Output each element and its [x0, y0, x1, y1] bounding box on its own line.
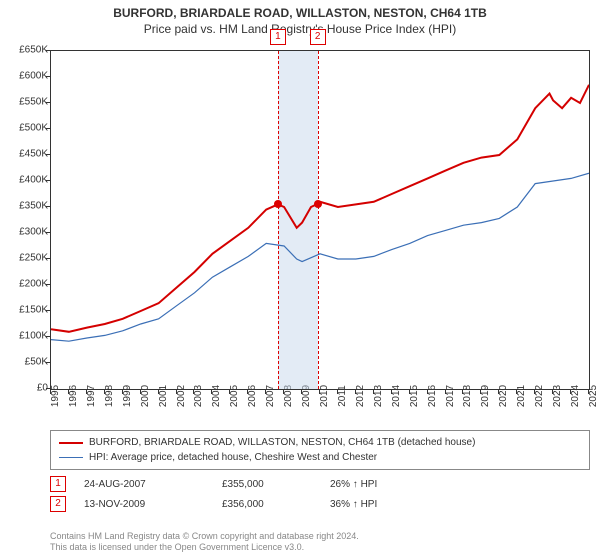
y-tick-label: £450K [0, 149, 48, 160]
sale-delta: 26% ↑ HPI [330, 479, 420, 490]
footer-line2: This data is licensed under the Open Gov… [50, 542, 590, 554]
y-tick-label: £50K [0, 357, 48, 368]
sale-marker-icon: 1 [50, 476, 66, 492]
legend-swatch-hpi [59, 457, 83, 458]
table-row: 2 13-NOV-2009 £356,000 36% ↑ HPI [50, 494, 590, 514]
y-tick-label: £600K [0, 71, 48, 82]
y-tick-label: £200K [0, 279, 48, 290]
sale-dot [314, 200, 322, 208]
y-tick-label: £150K [0, 305, 48, 316]
title-block: BURFORD, BRIARDALE ROAD, WILLASTON, NEST… [0, 0, 600, 36]
table-row: 1 24-AUG-2007 £355,000 26% ↑ HPI [50, 474, 590, 494]
sale-marker-icon: 2 [50, 496, 66, 512]
series-hpi [51, 173, 589, 341]
sale-delta: 36% ↑ HPI [330, 499, 420, 510]
sale-price: £356,000 [222, 499, 312, 510]
y-tick-label: £400K [0, 175, 48, 186]
legend-row: HPI: Average price, detached house, Ches… [59, 450, 581, 465]
chart-plot-area: 12 [50, 50, 590, 390]
y-tick-label: £100K [0, 331, 48, 342]
y-tick-label: £650K [0, 45, 48, 56]
y-tick-label: £500K [0, 123, 48, 134]
y-tick-label: £350K [0, 201, 48, 212]
title-subtitle: Price paid vs. HM Land Registry's House … [0, 22, 600, 36]
sale-price: £355,000 [222, 479, 312, 490]
sales-table: 1 24-AUG-2007 £355,000 26% ↑ HPI 2 13-NO… [50, 474, 590, 514]
footer-attribution: Contains HM Land Registry data © Crown c… [50, 531, 590, 554]
legend-swatch-subject [59, 442, 83, 444]
y-tick-label: £0 [0, 383, 48, 394]
page-container: BURFORD, BRIARDALE ROAD, WILLASTON, NEST… [0, 0, 600, 560]
sale-date: 24-AUG-2007 [84, 479, 204, 490]
sale-dot [274, 200, 282, 208]
sale-marker-box: 1 [270, 29, 286, 45]
y-tick-label: £550K [0, 97, 48, 108]
legend-label-subject: BURFORD, BRIARDALE ROAD, WILLASTON, NEST… [89, 435, 475, 450]
legend-label-hpi: HPI: Average price, detached house, Ches… [89, 450, 377, 465]
footer-line1: Contains HM Land Registry data © Crown c… [50, 531, 590, 543]
series-subject [51, 85, 589, 332]
legend: BURFORD, BRIARDALE ROAD, WILLASTON, NEST… [50, 430, 590, 470]
y-tick-label: £250K [0, 253, 48, 264]
sale-date: 13-NOV-2009 [84, 499, 204, 510]
legend-row: BURFORD, BRIARDALE ROAD, WILLASTON, NEST… [59, 435, 581, 450]
title-address: BURFORD, BRIARDALE ROAD, WILLASTON, NEST… [0, 6, 600, 20]
y-tick-label: £300K [0, 227, 48, 238]
line-plot-svg [51, 51, 589, 389]
sale-marker-box: 2 [310, 29, 326, 45]
